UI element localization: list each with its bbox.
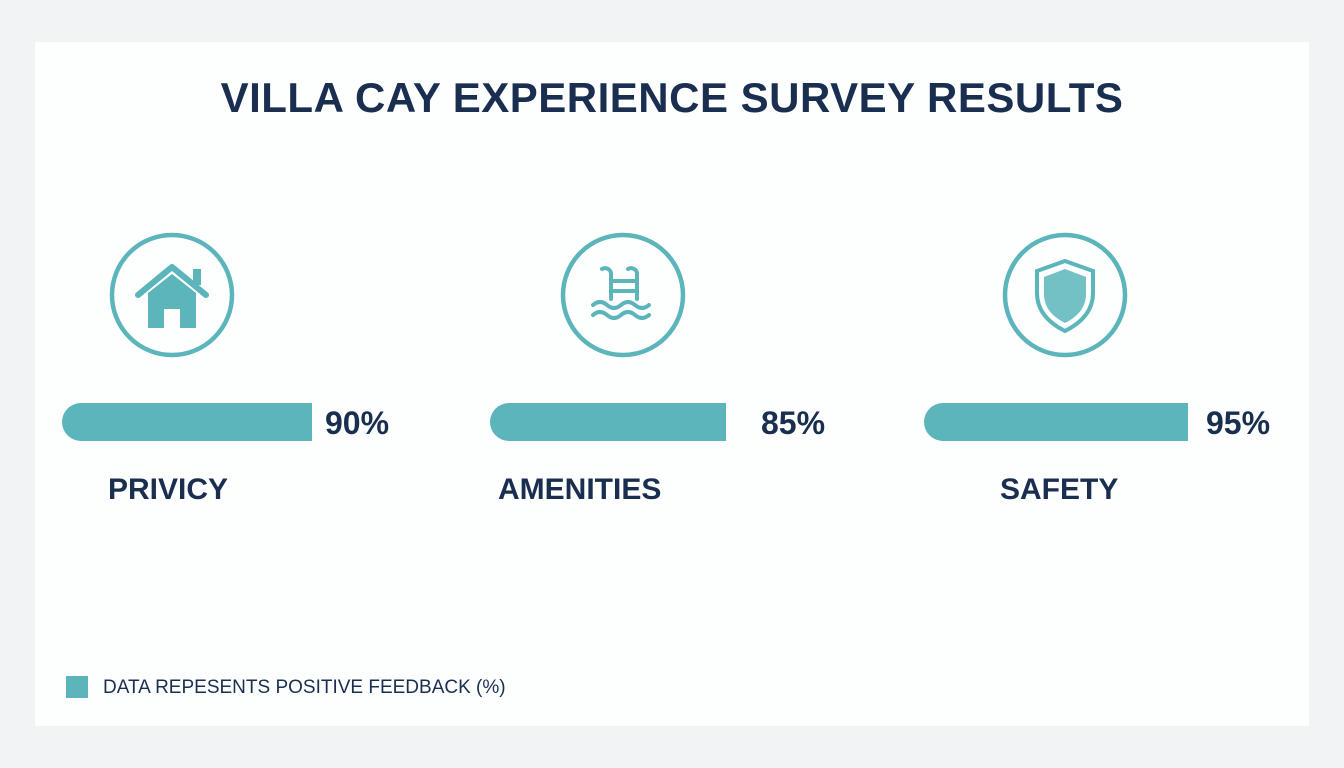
legend-swatch: [66, 676, 88, 698]
legend-text: DATA REPESENTS POSITIVE FEEDBACK (%): [103, 677, 506, 698]
value-label-safety: 95%: [1206, 405, 1271, 441]
bar-privicy: [62, 403, 312, 441]
chart-title: VILLA CAY EXPERIENCE SURVEY RESULTS: [220, 74, 1124, 121]
category-label-privicy: PRIVICY: [108, 473, 229, 506]
value-label-amenities: 85%: [761, 405, 826, 441]
pool-ladder-icon: [560, 232, 686, 358]
chart-card: [35, 42, 1309, 726]
bar-safety: [924, 403, 1188, 441]
house-icon: [109, 232, 235, 358]
category-label-amenities: AMENITIES: [498, 473, 662, 506]
shield-icon: [1002, 232, 1128, 358]
category-label-safety: SAFETY: [1000, 473, 1119, 506]
bar-amenities: [490, 403, 726, 441]
value-label-privicy: 90%: [325, 405, 390, 441]
